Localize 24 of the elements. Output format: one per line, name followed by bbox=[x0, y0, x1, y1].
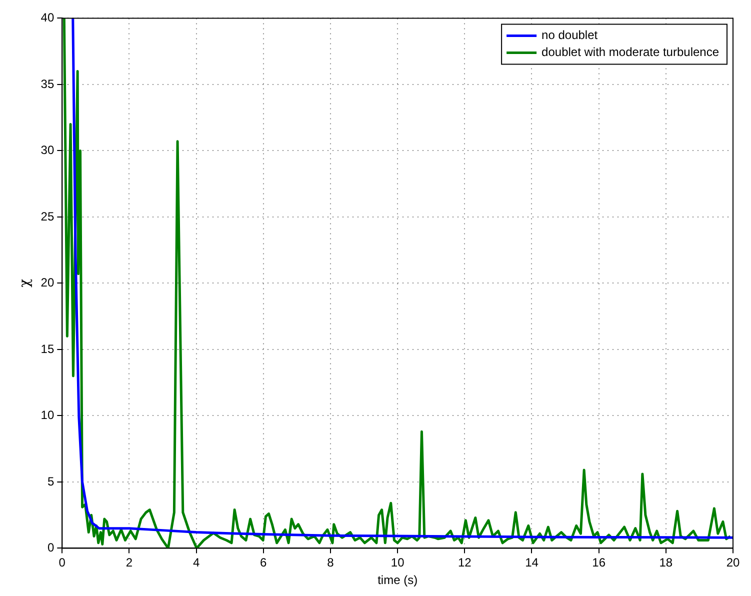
x-tick-label: 2 bbox=[126, 556, 133, 570]
y-tick-label: 15 bbox=[40, 342, 54, 356]
x-tick-label: 10 bbox=[390, 556, 405, 570]
y-tick-label: 10 bbox=[40, 408, 54, 422]
x-axis-title: time (s) bbox=[378, 573, 418, 588]
y-tick-label: 40 bbox=[40, 10, 54, 25]
x-tick-label: 4 bbox=[192, 556, 200, 570]
x-tick-label: 12 bbox=[458, 556, 472, 570]
y-tick-label: 35 bbox=[40, 76, 54, 91]
legend-label: no doublet bbox=[542, 28, 598, 42]
y-tick-label: 20 bbox=[40, 276, 54, 290]
y-tick-label: 25 bbox=[40, 209, 54, 224]
x-tick-label: 6 bbox=[260, 556, 268, 570]
x-tick-label: 20 bbox=[726, 556, 740, 570]
y-tick-label: 5 bbox=[47, 474, 54, 488]
x-tick-label: 16 bbox=[592, 556, 606, 570]
x-tick-label: 0 bbox=[58, 556, 66, 570]
x-tick-label: 8 bbox=[327, 556, 334, 570]
y-tick-label: 0 bbox=[47, 540, 54, 555]
x-tick-label: 14 bbox=[525, 556, 539, 570]
y-tick-label: 30 bbox=[40, 143, 54, 158]
y-axis-title: χ bbox=[17, 278, 34, 288]
x-tick-label: 18 bbox=[659, 556, 673, 570]
legend-label: doublet with moderate turbulence bbox=[542, 45, 720, 60]
